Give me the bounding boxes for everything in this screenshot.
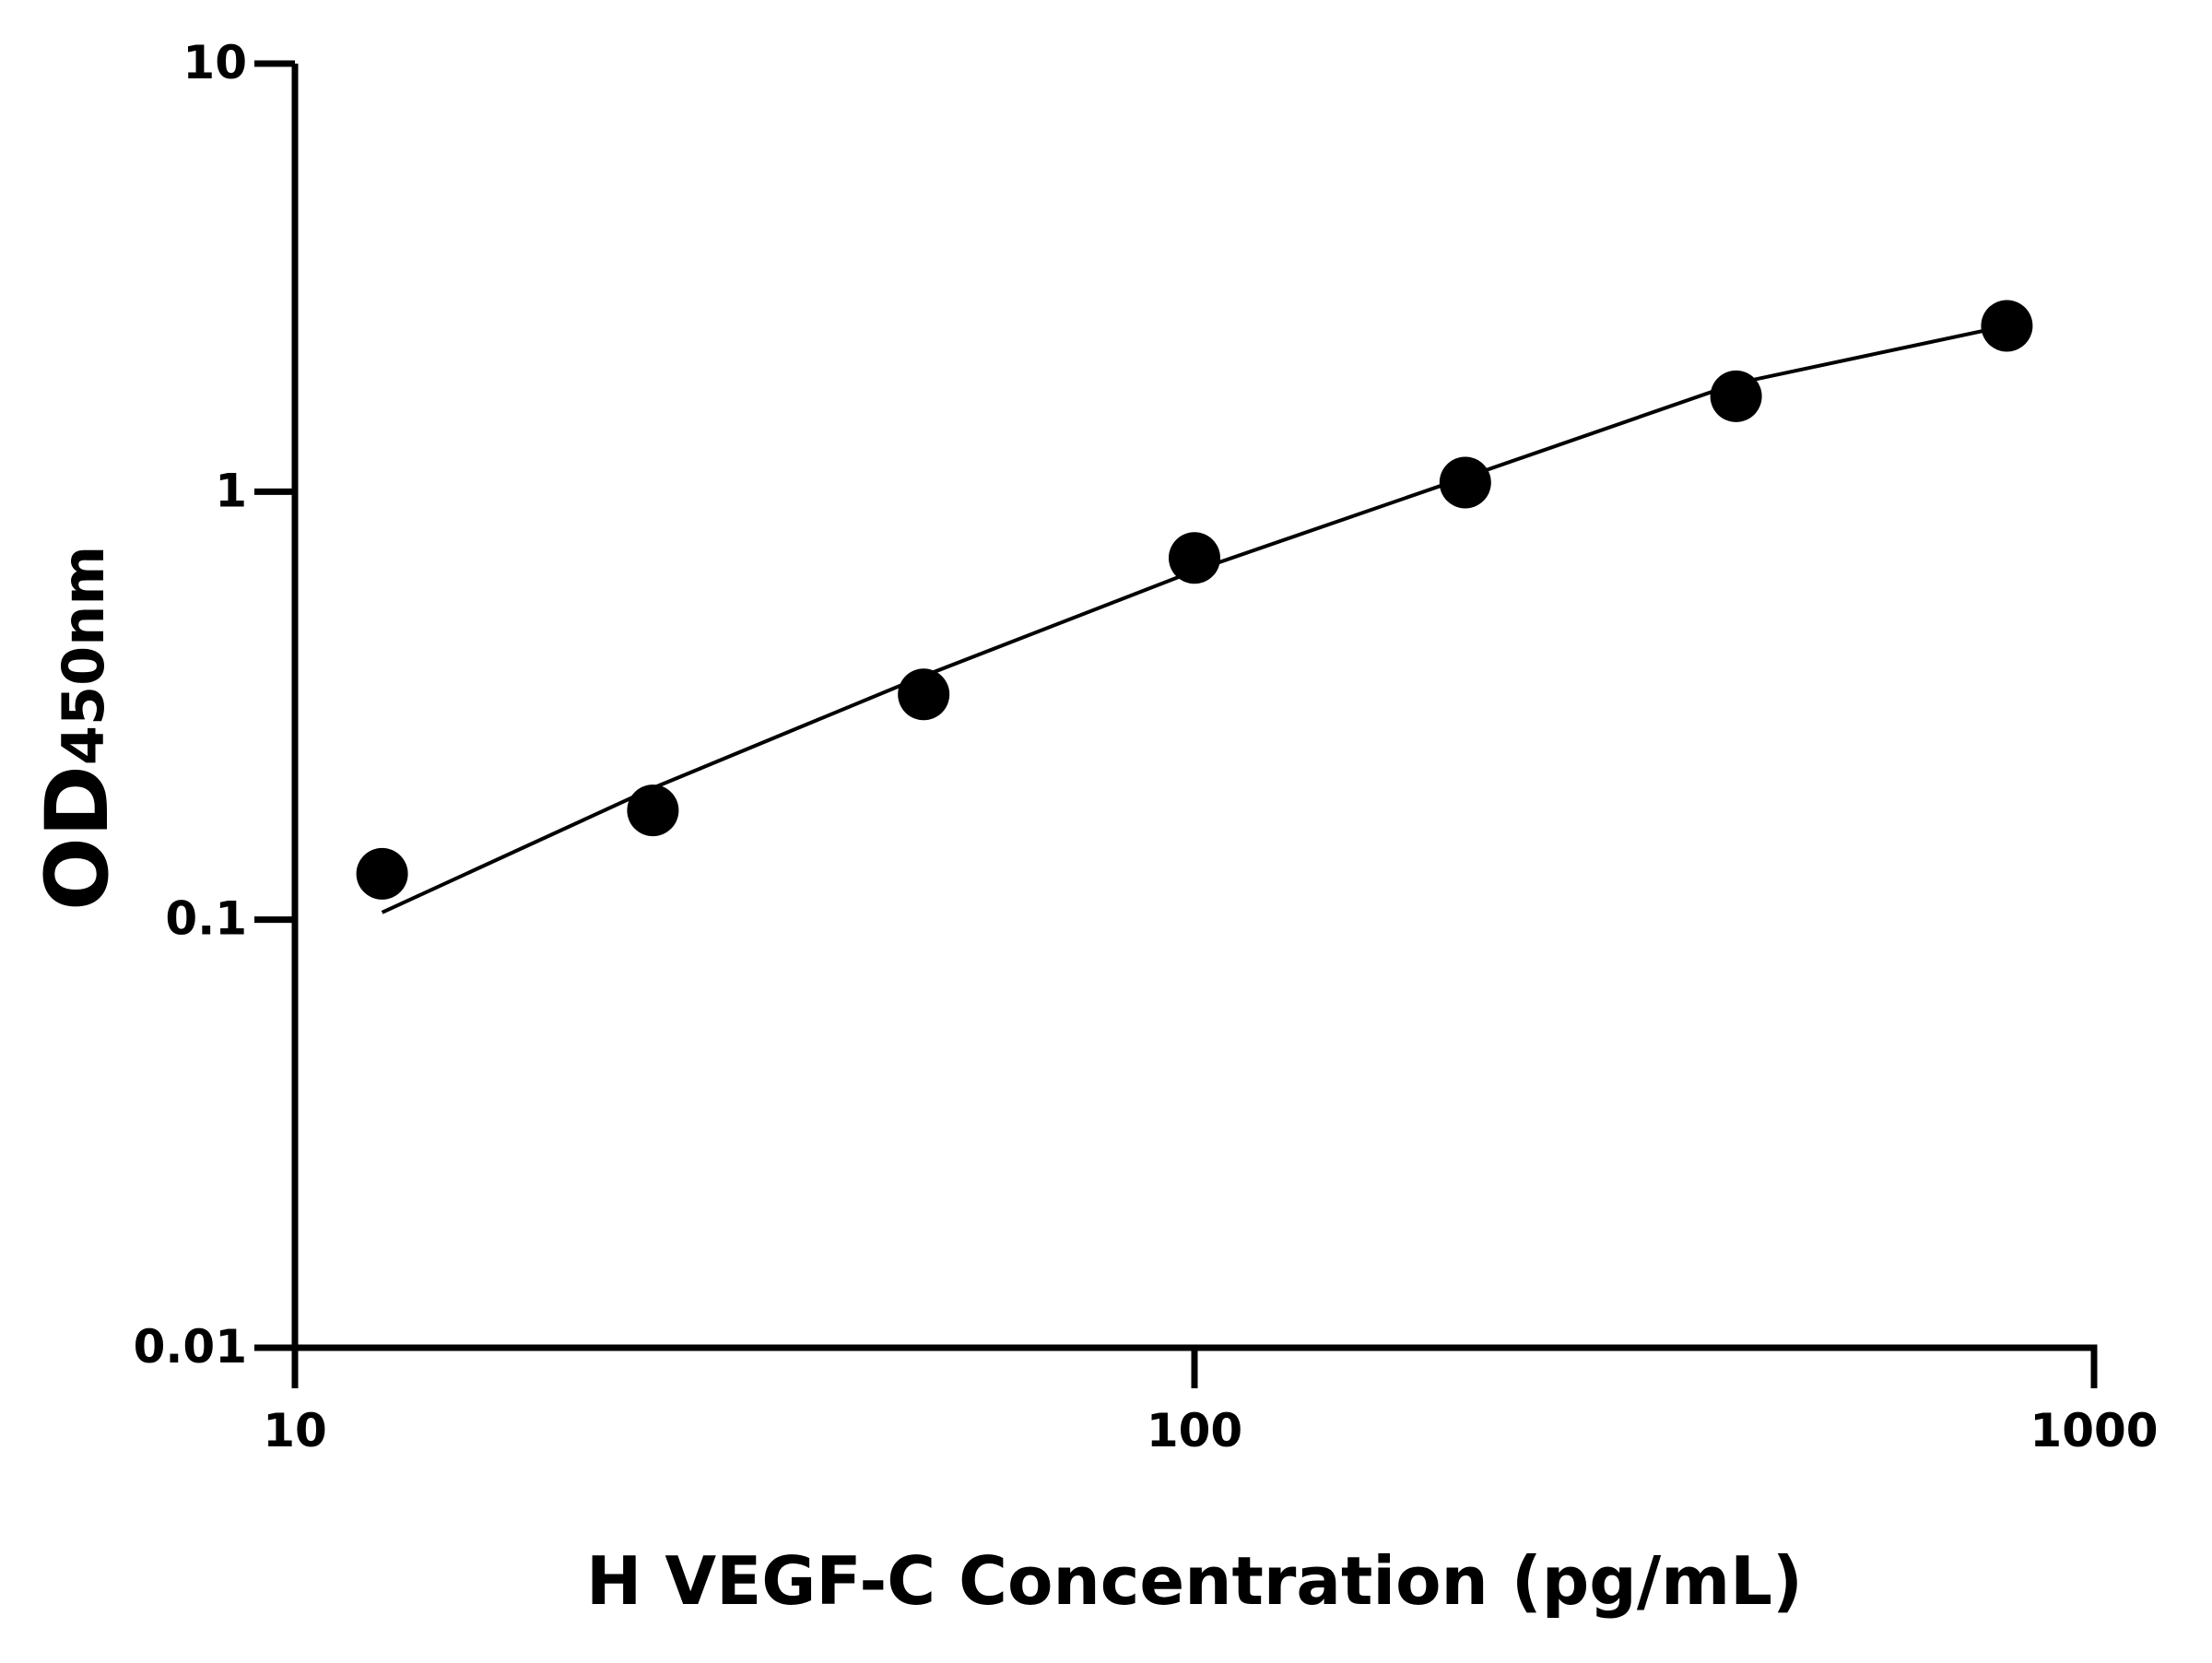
y-axis-title-group: OD450nm [28, 546, 128, 911]
x-tick-label: 10 [263, 1404, 327, 1457]
fit-curve [381, 324, 2007, 914]
data-point [1981, 300, 2033, 352]
y-axis-title-subscript: 450nm [50, 546, 117, 765]
y-tick-label: 0.1 [165, 892, 247, 946]
x-tick-label: 1000 [2030, 1404, 2158, 1457]
y-tick-label: 1 [215, 464, 247, 517]
data-point [1710, 370, 1762, 422]
data-point [1169, 532, 1220, 584]
data-point [627, 784, 679, 837]
data-point [1439, 456, 1491, 509]
x-tick-label: 100 [1147, 1404, 1242, 1457]
y-axis-title-main: OD [28, 765, 128, 911]
data-point [898, 668, 950, 721]
data-point [356, 847, 408, 900]
y-tick-label: 10 [182, 36, 247, 89]
y-axis-title: OD450nm [28, 546, 128, 911]
x-axis-title: H VEGF-C Concentration (pg/mL) [586, 1542, 1803, 1620]
y-tick-label: 0.01 [134, 1320, 247, 1374]
